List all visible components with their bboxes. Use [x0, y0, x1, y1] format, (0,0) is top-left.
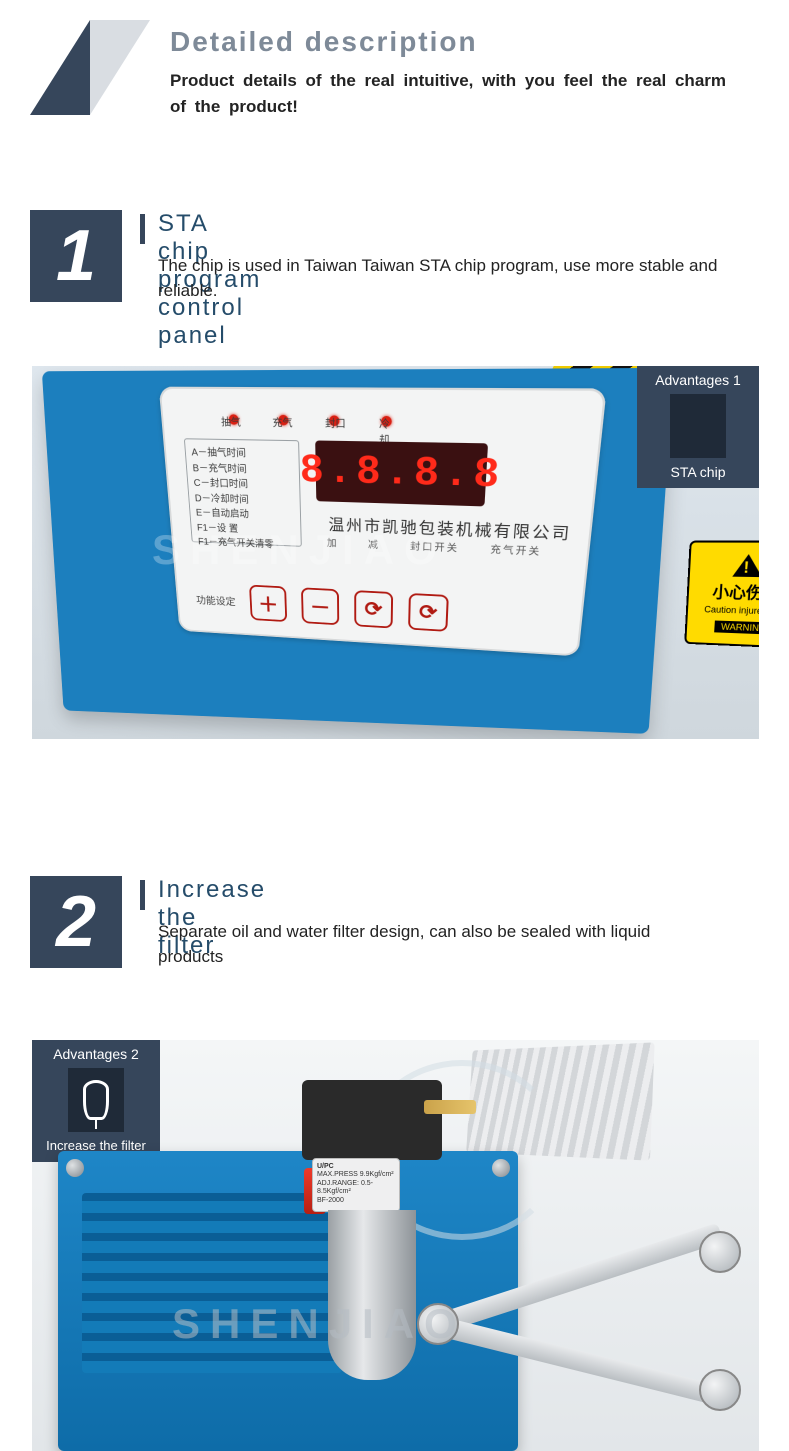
advantage-title: Advantages 2 [32, 1046, 160, 1068]
lever-arm [435, 1245, 735, 1405]
cycle-button[interactable]: ⟳ [354, 590, 393, 628]
section-number-box: 2 [30, 876, 122, 968]
advantage-sub: STA chip [637, 464, 759, 480]
minus-button[interactable]: － [301, 587, 339, 625]
decor-triangle-light [90, 20, 150, 115]
gauge-brand: U/PC [317, 1163, 334, 1170]
panel-button: ⟳ [408, 593, 449, 632]
panel-sub-label: 加 [327, 535, 339, 550]
warning-triangle-icon [732, 554, 759, 577]
gauge-line: MAX.PRESS 9.9Kgf/cm² [317, 1171, 394, 1178]
rod-end-joint [699, 1231, 741, 1273]
chip-icon [670, 394, 726, 458]
panel-button: ＋ [249, 585, 287, 622]
warning-foot: WARNING [715, 621, 759, 635]
led-label: 封口 [325, 414, 346, 430]
panel-button: － [301, 587, 339, 625]
section-title-bar [140, 214, 145, 244]
section-desc: The chip is used in Taiwan Taiwan STA ch… [158, 254, 718, 303]
control-panel: 抽气 充气 封口 冷却 8.8.8.8 A－抽气时间 B－充气时间 C－封口时间… [159, 387, 607, 657]
filter-icon [68, 1068, 124, 1132]
screw-icon [66, 1159, 84, 1177]
panel-button: ⟳ [354, 590, 393, 628]
panel-sub-label: 封口开关 [410, 538, 460, 555]
led-label: 抽气 [221, 413, 241, 429]
panel-sub-label: 充气开关 [490, 541, 542, 558]
advantage-callout-2: Advantages 2 Increase the filter [32, 1040, 160, 1162]
filter-head [302, 1080, 442, 1160]
section-title-bar [140, 880, 145, 910]
advantage-callout-1: Advantages 1 STA chip [637, 366, 759, 488]
filter-bowl [328, 1210, 416, 1380]
filter-icon-shape [83, 1080, 109, 1120]
gauge-line: ADJ.RANGE: 0.5-8.5Kgf/cm² [317, 1180, 373, 1195]
header-title: Detailed description [170, 26, 478, 58]
legend-line: F1－充气开关清零 [198, 535, 296, 554]
panel-sub-label: 减 [368, 536, 380, 551]
brass-nozzle [424, 1100, 476, 1114]
photo-filter: Advantages 2 Increase the filter U/PC MA… [32, 1040, 759, 1451]
warning-en: Caution injure hand [704, 604, 759, 616]
rod-end-joint [699, 1369, 741, 1411]
advantage-title: Advantages 1 [637, 372, 759, 394]
plus-button[interactable]: ＋ [249, 585, 287, 622]
cycle-button[interactable]: ⟳ [408, 593, 449, 632]
photo-control-panel: 抽气 充气 封口 冷却 8.8.8.8 A－抽气时间 B－充气时间 C－封口时间… [32, 366, 759, 739]
section-number: 2 [56, 881, 96, 963]
warning-cn: 小心伤手 [712, 578, 759, 604]
filter-gauge-label: U/PC MAX.PRESS 9.9Kgf/cm² ADJ.RANGE: 0.5… [312, 1158, 400, 1212]
section-desc: Separate oil and water filter design, ca… [158, 920, 718, 969]
panel-legend: A－抽气时间 B－充气时间 C－封口时间 D－冷却时间 E－自动启动 F1－设 … [184, 438, 302, 547]
decor-triangle-dark [30, 20, 90, 115]
warning-label: 小心伤手 Caution injure hand WARNING [684, 540, 759, 648]
legend-line: A－抽气时间 [191, 445, 293, 463]
gauge-model: BF-2000 [317, 1197, 344, 1204]
panel-buttons: 功能设定 ＋ － ⟳ ⟳ [195, 582, 449, 632]
machine-body: 抽气 充气 封口 冷却 8.8.8.8 A－抽气时间 B－充气时间 C－封口时间… [42, 368, 674, 734]
led-label: 充气 [272, 414, 293, 430]
header-subtitle: Product details of the real intuitive, w… [170, 68, 730, 119]
pivot-joint [417, 1303, 459, 1345]
fn-label: 功能设定 [196, 592, 236, 608]
section-number-box: 1 [30, 210, 122, 302]
panel-led-row: 抽气 充气 封口 冷却 [229, 414, 392, 427]
arm-bar [433, 1315, 729, 1407]
filter-unit: U/PC MAX.PRESS 9.9Kgf/cm² ADJ.RANGE: 0.5… [302, 1080, 452, 1400]
section-number: 1 [56, 215, 96, 297]
seven-segment-display: 8.8.8.8 [315, 440, 488, 506]
